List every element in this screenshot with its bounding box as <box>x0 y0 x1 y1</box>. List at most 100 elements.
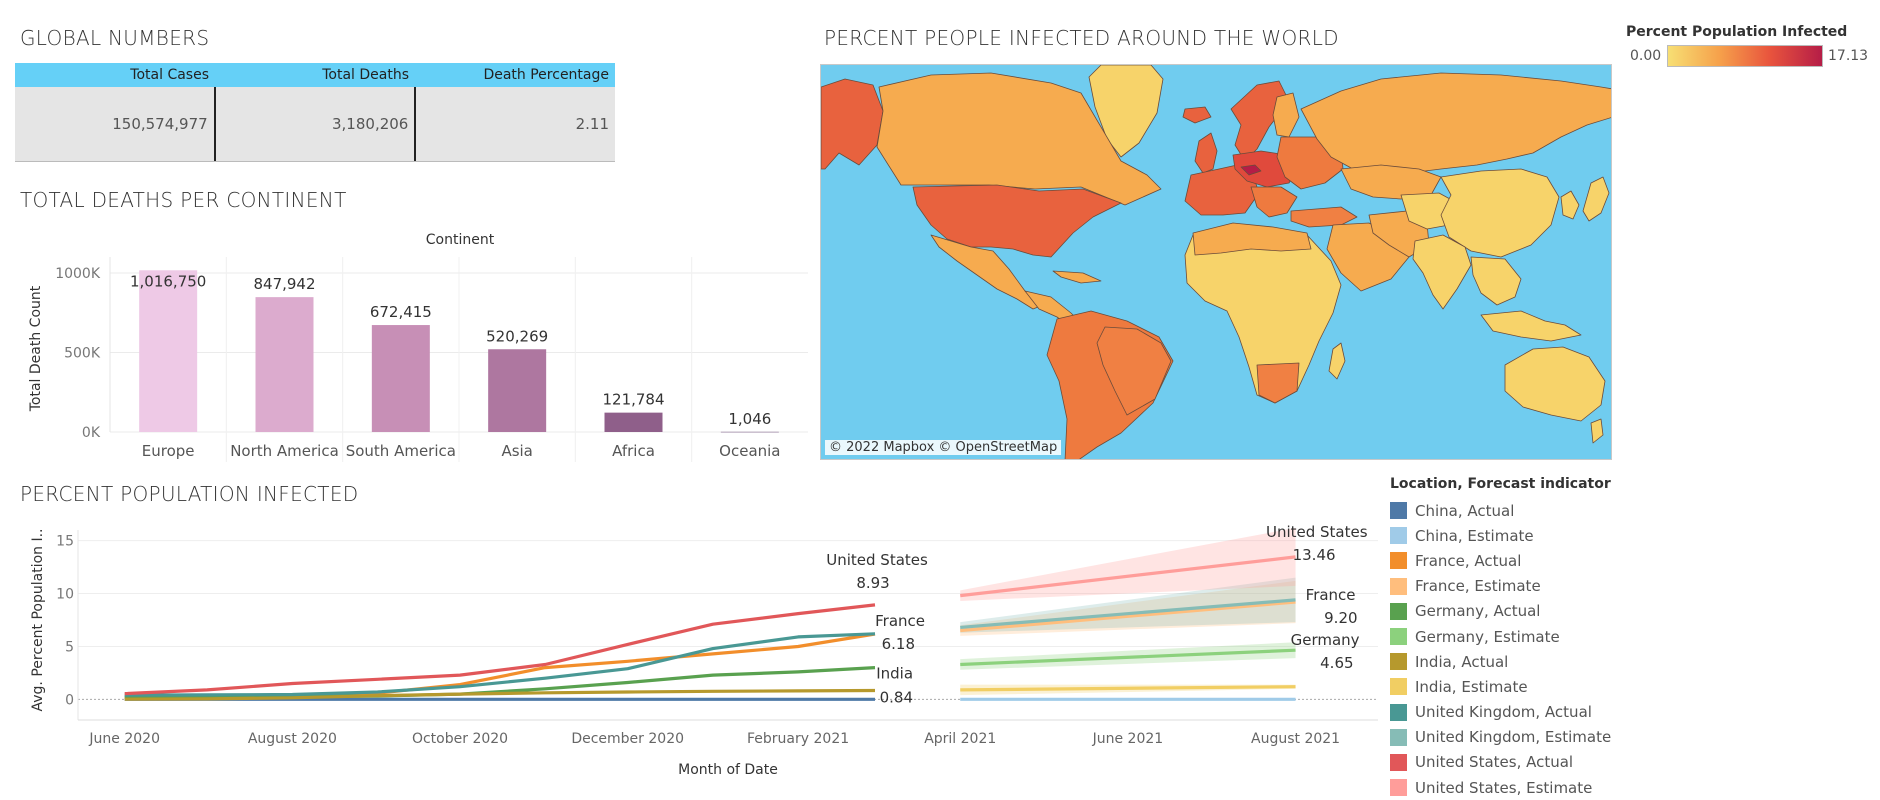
map-southeast-asia <box>1470 256 1522 306</box>
map-china-mongolia <box>1440 168 1560 258</box>
map-north-africa <box>1192 222 1312 256</box>
total-deaths-value[interactable]: 3,180,206 <box>216 87 417 161</box>
line-x-tick: June 2020 <box>88 731 160 747</box>
map-finland <box>1272 92 1300 138</box>
legend-label: United Kingdom, Estimate <box>1415 728 1612 747</box>
line-y-tick: 10 <box>56 587 74 603</box>
map-alaska-canada <box>821 78 884 170</box>
legend-label: France, Actual <box>1415 551 1522 570</box>
map-legend-min: 0.00 <box>1630 48 1662 64</box>
legend-swatch <box>1390 779 1407 797</box>
legend-item[interactable]: India, Estimate <box>1390 674 1611 699</box>
bar-value-label: 1,046 <box>728 410 771 428</box>
legend-label: China, Estimate <box>1415 526 1534 545</box>
legend-item[interactable]: United States, Actual <box>1390 750 1611 775</box>
legend-item[interactable]: France, Actual <box>1390 548 1611 573</box>
bar-y-tick: 0K <box>82 425 101 441</box>
bar-south-america[interactable] <box>371 325 430 432</box>
global-numbers-title: GLOBAL NUMBERS <box>20 26 210 50</box>
bar-category-label: Asia <box>501 442 532 460</box>
line-data-label-value: 13.46 <box>1293 546 1336 564</box>
bar-oceania[interactable] <box>720 431 779 433</box>
bar-value-label: 847,942 <box>253 275 315 293</box>
legend-label: Germany, Estimate <box>1415 627 1560 646</box>
line-x-tick: February 2021 <box>747 731 849 747</box>
legend-swatch <box>1390 527 1407 545</box>
death-percentage-header[interactable]: Death Percentage <box>483 67 609 83</box>
forecast-legend: Location, Forecast indicator China, Actu… <box>1390 476 1611 800</box>
forecast-line[interactable] <box>960 555 1296 598</box>
bar-north-america[interactable] <box>255 297 314 432</box>
line-x-tick: August 2021 <box>1251 731 1340 747</box>
total-cases-value[interactable]: 150,574,977 <box>15 87 216 161</box>
legend-label: France, Estimate <box>1415 577 1541 596</box>
bar-africa[interactable] <box>604 412 663 432</box>
bar-y-tick: 1000K <box>55 266 101 282</box>
map-cuba <box>1052 270 1102 284</box>
actual-line[interactable] <box>124 603 876 696</box>
map-new-zealand <box>1590 418 1604 444</box>
forecast-line[interactable] <box>960 600 1296 633</box>
bar-value-label: 672,415 <box>370 303 432 321</box>
legend-item[interactable]: United Kingdom, Estimate <box>1390 725 1611 750</box>
legend-item[interactable]: United Kingdom, Actual <box>1390 700 1611 725</box>
map-canada <box>876 72 1162 206</box>
forecast-line[interactable] <box>960 648 1296 667</box>
line-data-label-value: 6.18 <box>882 635 915 653</box>
map-south-africa <box>1256 362 1300 404</box>
legend-swatch <box>1390 552 1407 570</box>
total-deaths-header[interactable]: Total Deaths <box>322 67 409 83</box>
map-brazil <box>1096 326 1172 416</box>
map-balkans <box>1250 186 1298 218</box>
global-numbers-header: Total Cases Total Deaths Death Percentag… <box>15 63 615 87</box>
bar-category-label: South America <box>346 442 456 460</box>
legend-item[interactable]: India, Actual <box>1390 649 1611 674</box>
legend-label: United Kingdom, Actual <box>1415 703 1592 722</box>
legend-item[interactable]: France, Estimate <box>1390 574 1611 599</box>
world-map[interactable]: © 2022 Mapbox © OpenStreetMap <box>820 64 1612 460</box>
bar-category-label: Oceania <box>719 442 780 460</box>
bar-europe[interactable] <box>139 270 198 432</box>
map-japan <box>1582 176 1610 222</box>
infected-line-chart: 0 5 10 15 June 2020 August 2020 October 2020 De… <box>30 523 1378 778</box>
bar-category-label: North America <box>230 442 339 460</box>
map-russia <box>1300 72 1611 174</box>
line-x-tick: October 2020 <box>412 731 508 747</box>
map-iceland <box>1182 106 1212 124</box>
line-data-label-name: United States <box>826 551 928 569</box>
forecast-line[interactable] <box>960 685 1296 692</box>
legend-item[interactable]: China, Actual <box>1390 498 1611 523</box>
global-numbers-table: Total Cases Total Deaths Death Percentag… <box>15 63 615 162</box>
legend-item[interactable]: Germany, Actual <box>1390 599 1611 624</box>
total-cases-header[interactable]: Total Cases <box>130 67 209 83</box>
legend-item[interactable]: United States, Estimate <box>1390 775 1611 800</box>
bar-category-label: Europe <box>142 442 195 460</box>
legend-swatch <box>1390 728 1407 746</box>
bar-category-label: Africa <box>612 442 655 460</box>
line-data-label-value: 8.93 <box>856 574 889 592</box>
legend-label: China, Actual <box>1415 501 1515 520</box>
legend-label: Germany, Actual <box>1415 602 1541 621</box>
bar-asia[interactable] <box>488 349 547 432</box>
map-attribution[interactable]: © 2022 Mapbox © OpenStreetMap <box>825 440 1062 455</box>
actual-line[interactable] <box>124 688 876 701</box>
map-indonesia <box>1480 310 1582 342</box>
bar-y-label: Total Death Count <box>28 285 44 412</box>
death-percentage-value[interactable]: 2.11 <box>575 115 610 133</box>
actual-line[interactable] <box>124 632 876 697</box>
line-x-tick: April 2021 <box>924 731 996 747</box>
legend-item[interactable]: Germany, Estimate <box>1390 624 1611 649</box>
deaths-bar-chart: Continent 0K 500K 1000K Total Death Count 1,0… <box>28 232 808 462</box>
map-legend-title: Percent Population Infected <box>1626 24 1848 40</box>
line-data-label-value: 0.84 <box>880 689 913 707</box>
legend-swatch <box>1390 703 1407 721</box>
map-madagascar <box>1328 342 1346 380</box>
legend-item[interactable]: China, Estimate <box>1390 523 1611 548</box>
line-data-label-name: France <box>1306 586 1356 604</box>
bar-value-label: 520,269 <box>486 327 548 345</box>
deaths-per-continent-title: TOTAL DEATHS PER CONTINENT <box>20 188 347 212</box>
line-y-tick: 15 <box>56 534 74 550</box>
line-data-label-name: Germany <box>1291 631 1360 649</box>
map-greenland <box>1088 65 1164 158</box>
forecast-line[interactable] <box>960 598 1296 630</box>
